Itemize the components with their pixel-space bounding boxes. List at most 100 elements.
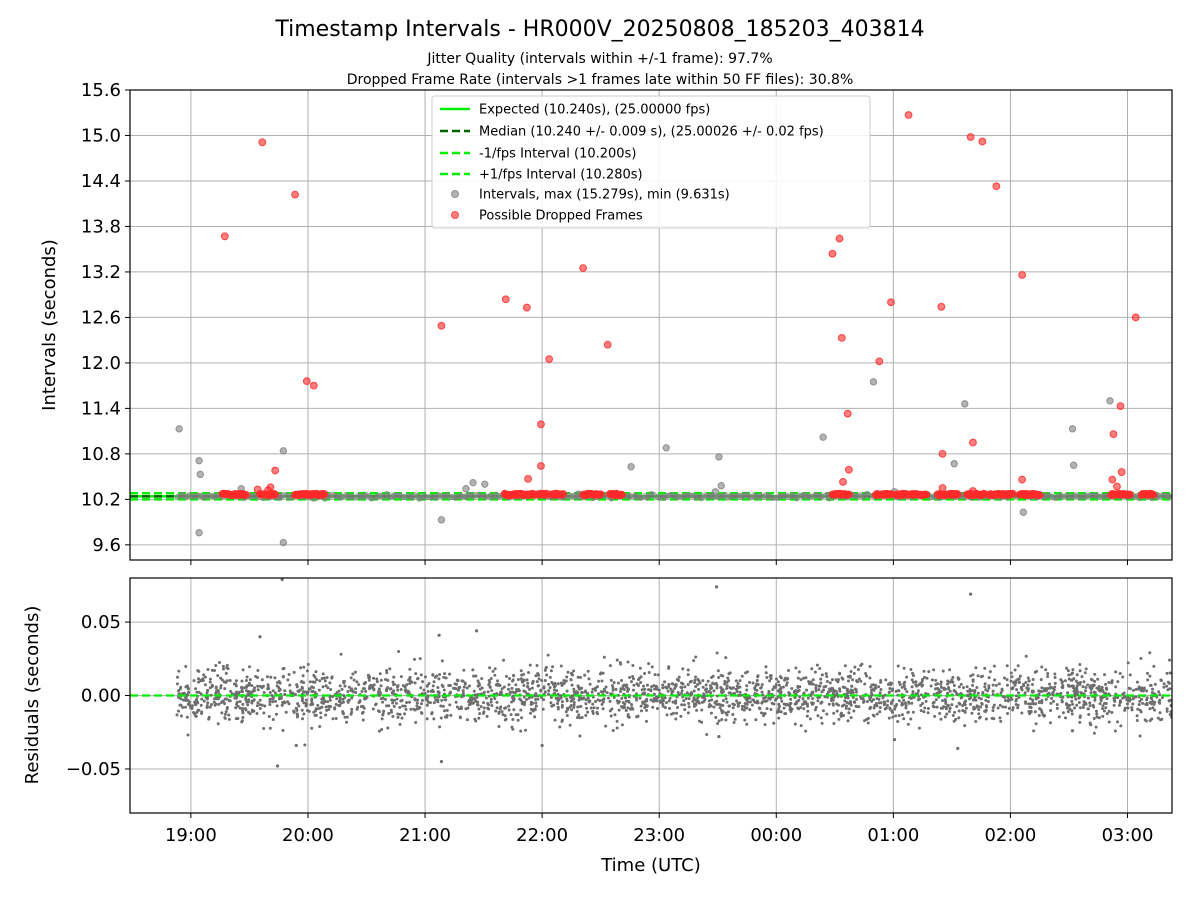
residual-point	[1101, 714, 1105, 718]
residual-point	[413, 698, 417, 702]
residual-point	[421, 680, 425, 684]
residual-point	[210, 668, 214, 672]
residual-point	[314, 713, 318, 717]
residual-point	[572, 703, 576, 707]
residual-point	[849, 716, 853, 720]
residual-point	[506, 687, 510, 691]
residual-point	[887, 690, 891, 694]
residual-point	[544, 665, 548, 669]
residual-point	[761, 696, 765, 700]
residual-point	[1141, 701, 1145, 705]
residual-point	[280, 703, 284, 707]
residual-point	[621, 687, 625, 691]
residual-point	[584, 713, 588, 717]
residual-point	[687, 701, 691, 705]
residual-point	[641, 701, 645, 705]
residual-point	[693, 681, 697, 685]
residual-point	[502, 685, 506, 689]
residual-point	[216, 674, 220, 678]
intervals-y-tick-label: 12.6	[81, 307, 121, 328]
residual-point	[887, 716, 891, 720]
x-tick-label: 00:00	[750, 825, 802, 846]
residual-point	[719, 673, 723, 677]
residual-point	[271, 697, 275, 701]
residual-point	[557, 698, 561, 702]
residual-point	[1024, 681, 1028, 685]
residual-point	[1065, 666, 1069, 670]
residual-point	[509, 713, 513, 717]
residual-point	[507, 683, 511, 687]
residual-point	[316, 707, 320, 711]
residual-point	[392, 704, 396, 708]
residual-point	[396, 712, 400, 716]
residual-point	[462, 668, 466, 672]
residual-point	[1142, 687, 1146, 691]
residual-point	[666, 689, 670, 693]
residual-point	[553, 692, 557, 696]
residual-point	[1101, 689, 1105, 693]
residual-point	[977, 712, 981, 716]
residual-point	[1049, 708, 1053, 712]
residual-point	[572, 669, 576, 673]
residual-point	[1144, 702, 1148, 706]
residual-point	[422, 688, 426, 692]
residual-point	[1039, 708, 1043, 712]
residual-point	[210, 703, 214, 707]
residual-point	[516, 718, 520, 722]
legend-intervals-swatch	[451, 190, 459, 198]
residual-point	[334, 717, 338, 721]
residual-point	[789, 709, 793, 713]
residual-point	[736, 704, 740, 708]
residual-point	[703, 697, 707, 701]
residual-point	[728, 704, 732, 708]
residual-point	[391, 701, 395, 705]
residual-point	[268, 700, 272, 704]
residual-point	[814, 683, 818, 687]
residual-point	[302, 665, 306, 669]
residual-point	[369, 683, 373, 687]
residual-point	[297, 704, 301, 708]
residual-point	[879, 680, 883, 684]
residual-point	[1145, 689, 1149, 693]
residual-point	[321, 685, 325, 689]
residual-point	[395, 697, 399, 701]
residual-point	[387, 704, 391, 708]
residual-point	[520, 702, 524, 706]
residual-point	[1053, 672, 1057, 676]
residual-point	[672, 711, 676, 715]
residual-point	[511, 678, 515, 682]
residual-point	[969, 702, 973, 706]
residual-point	[418, 657, 422, 661]
residual-point	[560, 719, 564, 723]
residual-point	[1010, 687, 1014, 691]
residual-point	[750, 703, 754, 707]
residual-point	[1110, 679, 1114, 683]
residual-point	[618, 661, 622, 665]
residual-point	[650, 685, 654, 689]
residual-point	[494, 709, 498, 713]
residual-point	[346, 699, 350, 703]
residual-point	[744, 706, 748, 710]
residual-point	[315, 678, 319, 682]
residual-point	[1130, 708, 1134, 712]
residual-point	[680, 689, 684, 693]
residual-point	[1072, 689, 1076, 693]
residual-point	[677, 679, 681, 683]
residual-point	[275, 712, 279, 716]
residual-point	[1074, 697, 1078, 701]
residual-point	[1150, 717, 1154, 721]
residual-point	[624, 696, 628, 700]
residual-point	[1046, 671, 1050, 675]
residual-point	[693, 678, 697, 682]
residual-point	[1162, 682, 1166, 686]
residual-point	[405, 701, 409, 705]
residual-point	[262, 711, 266, 715]
residual-point	[586, 669, 590, 673]
residual-point	[247, 693, 251, 697]
residual-point	[392, 675, 396, 679]
residual-point	[808, 717, 812, 721]
residual-point	[548, 675, 552, 679]
residual-point	[740, 704, 744, 708]
residual-point	[354, 687, 358, 691]
residual-point	[572, 705, 576, 709]
